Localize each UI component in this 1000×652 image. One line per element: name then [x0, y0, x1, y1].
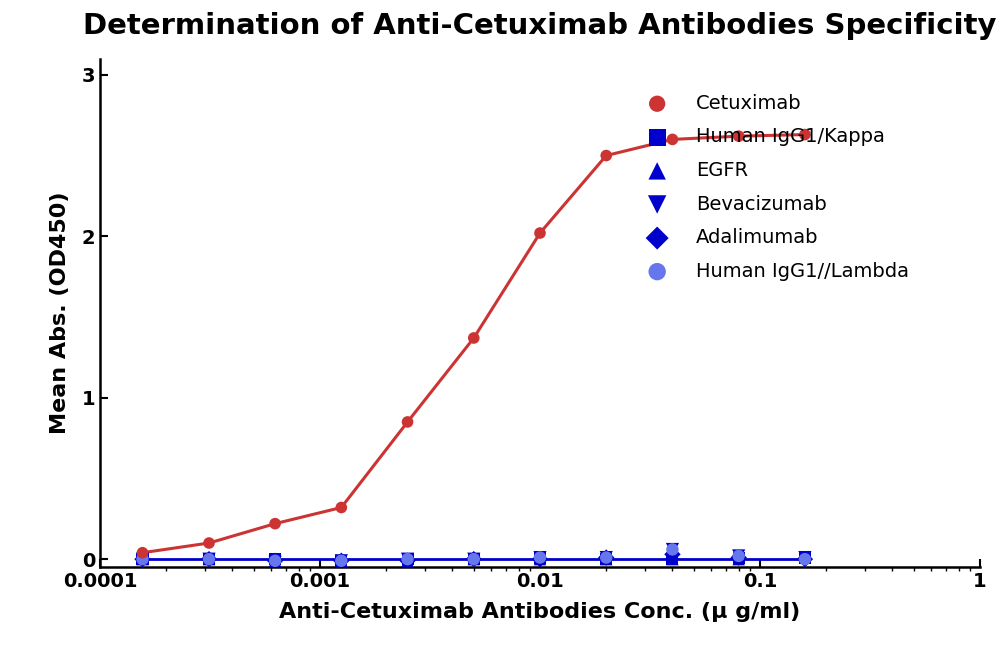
Cetuximab: [598, 151, 614, 161]
Human IgG1//Lambda: [598, 552, 614, 563]
Bevacizumab: [598, 552, 614, 563]
Human IgG1//Lambda: [466, 554, 482, 565]
Cetuximab: [134, 548, 150, 558]
Adalimumab: [731, 552, 747, 563]
Bevacizumab: [797, 552, 813, 563]
Human IgG1/Kappa: [797, 552, 813, 563]
Human IgG1//Lambda: [664, 544, 680, 555]
Cetuximab: [664, 134, 680, 145]
Cetuximab: [532, 228, 548, 238]
Bevacizumab: [201, 554, 217, 565]
Cetuximab: [731, 131, 747, 141]
Human IgG1//Lambda: [797, 554, 813, 565]
Human IgG1/Kappa: [664, 554, 680, 565]
EGFR: [466, 554, 482, 565]
Cetuximab: [201, 538, 217, 548]
Adalimumab: [598, 552, 614, 563]
Adalimumab: [333, 556, 349, 566]
Human IgG1/Kappa: [267, 554, 283, 565]
X-axis label: Anti-Cetuximab Antibodies Conc. (μ g/ml): Anti-Cetuximab Antibodies Conc. (μ g/ml): [279, 602, 801, 622]
Human IgG1/Kappa: [400, 554, 416, 565]
Bevacizumab: [400, 554, 416, 565]
Legend: Cetuximab, Human IgG1/Kappa, EGFR, Bevacizumab, Adalimumab, Human IgG1//Lambda: Cetuximab, Human IgG1/Kappa, EGFR, Bevac…: [638, 94, 909, 281]
Bevacizumab: [731, 551, 747, 561]
Human IgG1//Lambda: [201, 554, 217, 565]
Adalimumab: [267, 556, 283, 566]
Cetuximab: [797, 129, 813, 140]
Human IgG1//Lambda: [333, 556, 349, 566]
Bevacizumab: [267, 557, 283, 568]
Bevacizumab: [333, 556, 349, 566]
Human IgG1//Lambda: [532, 552, 548, 563]
Cetuximab: [466, 333, 482, 343]
Y-axis label: Mean Abs. (OD450): Mean Abs. (OD450): [50, 192, 70, 434]
Human IgG1//Lambda: [134, 554, 150, 565]
Adalimumab: [201, 554, 217, 565]
Human IgG1/Kappa: [598, 554, 614, 565]
Adalimumab: [797, 554, 813, 565]
Human IgG1/Kappa: [532, 552, 548, 563]
Cetuximab: [267, 518, 283, 529]
EGFR: [598, 554, 614, 565]
Adalimumab: [466, 554, 482, 565]
Bevacizumab: [134, 554, 150, 565]
EGFR: [731, 554, 747, 565]
Human IgG1//Lambda: [400, 554, 416, 565]
Title: Determination of Anti-Cetuximab Antibodies Specificity: Determination of Anti-Cetuximab Antibodi…: [83, 12, 997, 40]
Human IgG1//Lambda: [731, 551, 747, 561]
Adalimumab: [400, 556, 416, 566]
Cetuximab: [333, 502, 349, 512]
Bevacizumab: [466, 554, 482, 565]
EGFR: [532, 554, 548, 565]
Human IgG1/Kappa: [201, 554, 217, 565]
EGFR: [664, 554, 680, 565]
Adalimumab: [664, 549, 680, 559]
Bevacizumab: [532, 552, 548, 563]
Adalimumab: [134, 554, 150, 565]
Human IgG1/Kappa: [333, 556, 349, 566]
Cetuximab: [400, 417, 416, 427]
Human IgG1/Kappa: [466, 554, 482, 565]
EGFR: [267, 556, 283, 566]
EGFR: [333, 556, 349, 566]
Adalimumab: [532, 554, 548, 565]
EGFR: [201, 554, 217, 565]
Human IgG1//Lambda: [267, 556, 283, 566]
EGFR: [797, 552, 813, 563]
Human IgG1/Kappa: [134, 554, 150, 565]
Human IgG1/Kappa: [731, 552, 747, 563]
EGFR: [134, 554, 150, 565]
Bevacizumab: [664, 544, 680, 555]
EGFR: [400, 556, 416, 566]
